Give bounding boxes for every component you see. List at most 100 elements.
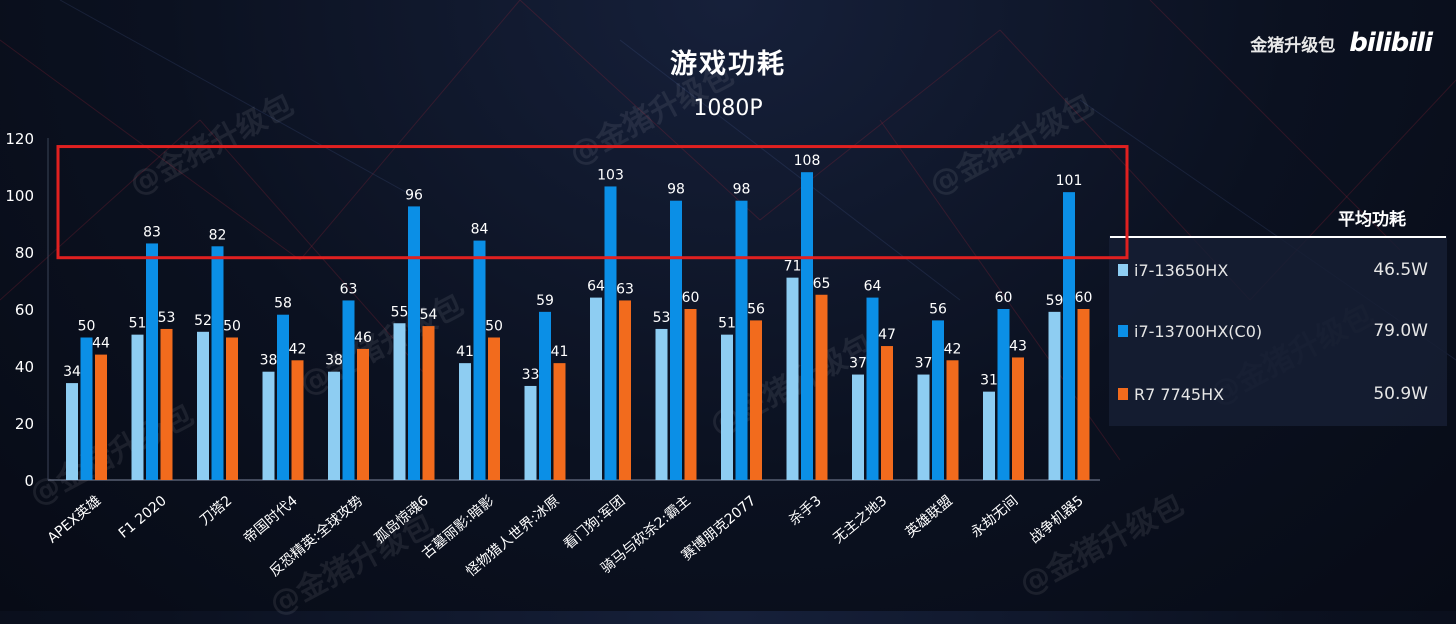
bar-value-label: 37	[915, 356, 933, 372]
bar	[852, 374, 864, 480]
bar-value-label: 60	[1075, 290, 1093, 306]
bar	[95, 354, 107, 480]
bar-value-label: 82	[209, 227, 227, 243]
bar-value-label: 65	[813, 276, 831, 292]
bar-value-label: 42	[944, 341, 962, 357]
legend-swatch	[1118, 264, 1128, 276]
y-tick-label: 80	[15, 244, 34, 262]
x-category-label: 看门狗:军团	[561, 493, 629, 553]
legend-series-name: i7-13650HX	[1134, 260, 1229, 280]
bar-value-label: 83	[143, 224, 161, 240]
bar-value-label: 43	[1009, 338, 1027, 354]
brand-header: 金猪升级包 bilibili	[1250, 28, 1433, 58]
bar-value-label: 47	[878, 327, 896, 343]
bar-value-label: 46	[354, 330, 372, 346]
legend-header: 平均功耗	[1338, 210, 1406, 230]
x-category-label: 永劫无间	[968, 493, 1021, 541]
bar-value-label: 37	[849, 356, 867, 372]
bar	[422, 326, 435, 480]
bar	[655, 328, 668, 480]
bar-value-label: 34	[63, 364, 81, 380]
chart-title: 游戏功耗	[670, 49, 786, 80]
bar-value-label: 51	[129, 316, 147, 332]
legend-average-value: 79.0W	[1373, 321, 1428, 341]
bar-value-label: 41	[456, 344, 474, 360]
bar	[1012, 357, 1024, 480]
highlight-box	[56, 145, 1129, 260]
bar	[684, 309, 697, 480]
bar-value-label: 60	[682, 290, 700, 306]
bar	[211, 246, 224, 480]
bar	[66, 383, 78, 480]
bar-value-label: 54	[420, 307, 438, 323]
x-category-label: 战争机器5	[1027, 493, 1087, 547]
brand-name: 金猪升级包	[1250, 35, 1336, 56]
bar	[328, 371, 340, 480]
bar	[277, 314, 289, 480]
bar-value-label: 58	[274, 296, 292, 312]
legend-panel	[1109, 236, 1447, 426]
bar-value-label: 51	[718, 316, 736, 332]
bar-value-label: 44	[92, 336, 110, 352]
bar	[932, 320, 944, 480]
bar	[1077, 309, 1090, 480]
bar	[1063, 192, 1075, 480]
legend-series-name: i7-13700HX(C0)	[1134, 321, 1263, 341]
bar	[619, 300, 631, 480]
bar	[473, 240, 486, 480]
legend-swatch	[1118, 388, 1128, 400]
legend-item: i7-13700HX(C0) 79.0W	[1118, 321, 1428, 341]
bar-value-label: 33	[522, 367, 540, 383]
bar-value-label: 38	[325, 353, 343, 369]
x-category-label: 杀手3	[786, 493, 825, 529]
bar	[983, 391, 995, 480]
bar	[291, 360, 304, 480]
bar-value-label: 59	[536, 293, 554, 309]
bar	[721, 334, 733, 480]
bar	[488, 337, 500, 480]
y-tick-label: 60	[15, 301, 34, 319]
bar	[881, 346, 893, 480]
bar-value-label: 64	[864, 279, 882, 295]
legend-series-name: R7 7745HX	[1134, 384, 1225, 404]
bar-value-label: 59	[1046, 293, 1064, 309]
bar-value-label: 53	[653, 310, 671, 326]
bar-value-label: 63	[616, 281, 634, 297]
legend-divider	[1110, 236, 1446, 238]
bar-value-label: 53	[158, 310, 176, 326]
bar-value-label: 63	[340, 281, 358, 297]
y-tick-label: 100	[5, 187, 34, 205]
bar	[750, 320, 762, 480]
bar	[604, 186, 617, 480]
bar	[917, 374, 930, 480]
bar	[946, 360, 959, 480]
bar	[197, 331, 209, 480]
bar-value-label: 64	[587, 279, 605, 295]
bar-value-label: 52	[194, 313, 212, 329]
bar-value-label: 42	[289, 341, 307, 357]
bar-value-label: 98	[733, 182, 751, 198]
bar	[553, 363, 566, 480]
bar	[815, 294, 828, 480]
bar-value-label: 41	[551, 344, 569, 360]
bar-value-label: 84	[471, 222, 489, 238]
bar	[160, 328, 173, 480]
bar	[226, 337, 238, 480]
bar	[357, 348, 369, 480]
bar	[342, 300, 355, 480]
bar	[1048, 311, 1061, 480]
legend-item: i7-13650HX 46.5W	[1118, 260, 1428, 280]
bar	[80, 337, 93, 480]
legend-swatch	[1118, 325, 1128, 337]
bar-value-label: 50	[223, 319, 241, 335]
x-category-label: F1 2020	[116, 493, 170, 542]
y-tick-label: 120	[5, 130, 34, 148]
bar-value-label: 60	[995, 290, 1013, 306]
bar-value-label: 101	[1056, 173, 1083, 189]
bar-value-label: 96	[405, 187, 423, 203]
bar-value-label: 108	[794, 153, 821, 169]
y-tick-label: 20	[15, 415, 34, 433]
bar	[131, 334, 144, 480]
bilibili-logo: bilibili	[1349, 28, 1433, 58]
